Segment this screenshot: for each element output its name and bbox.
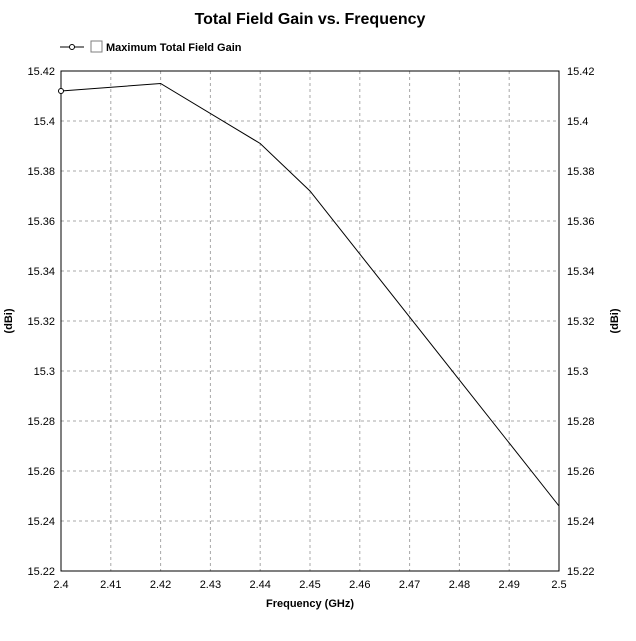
grid [61, 71, 559, 571]
plot-frame [60, 70, 560, 572]
chart-title: Total Field Gain vs. Frequency [195, 11, 426, 28]
x-tick-label: 2.42 [150, 579, 171, 591]
y-tick-label-right: 15.36 [567, 216, 595, 228]
y-tick-label-left: 15.38 [27, 166, 55, 178]
legend-checkbox[interactable] [90, 40, 103, 53]
x-tick-label: 2.41 [100, 579, 121, 591]
y-tick-label-left: 15.3 [34, 366, 55, 378]
series-layer [58, 82, 560, 507]
y-tick-label-right: 15.38 [567, 166, 595, 178]
y-tick-label-left: 15.36 [27, 216, 55, 228]
y-tick-label-right: 15.24 [567, 516, 595, 528]
x-axis-label: Frequency (GHz) [266, 598, 354, 610]
y-tick-label-right: 15.34 [567, 266, 595, 278]
x-tick-label: 2.43 [200, 579, 221, 591]
y-tick-label-right: 15.3 [567, 366, 588, 378]
legend-point-marker [69, 44, 75, 50]
x-tick-label: 2.45 [299, 579, 320, 591]
y-tick-label-right: 15.32 [567, 316, 595, 328]
y-axis-label-right: (dBi) [609, 308, 621, 333]
x-tick-label: 2.44 [249, 579, 270, 591]
legend: Maximum Total Field Gain [60, 40, 242, 54]
y-tick-label-left: 15.22 [27, 566, 55, 578]
y-tick-label-left: 15.42 [27, 66, 55, 78]
x-tick-label: 2.46 [349, 579, 370, 591]
y-tick-label-right: 15.26 [567, 466, 595, 478]
x-tick-label: 2.5 [551, 579, 566, 591]
x-tick-label: 2.47 [399, 579, 420, 591]
legend-entry-label: Maximum Total Field Gain [106, 42, 242, 54]
x-tick-label: 2.48 [449, 579, 470, 591]
tick-labels: 2.4 2.41 2.42 2.43 2.44 2.45 2.46 2.47 2.48 2.49 2… [27, 66, 594, 591]
series-line-0 [60, 82, 560, 507]
y-tick-label-right: 15.4 [567, 116, 588, 128]
series-point-marker [58, 88, 64, 94]
y-tick-label-left: 15.26 [27, 466, 55, 478]
y-tick-label-right: 15.28 [567, 416, 595, 428]
x-tick-label: 2.49 [498, 579, 519, 591]
y-axis-label-left: (dBi) [3, 308, 15, 333]
y-tick-label-left: 15.28 [27, 416, 55, 428]
y-tick-label-right: 15.22 [567, 566, 595, 578]
y-tick-label-left: 15.32 [27, 316, 55, 328]
x-tick-label: 2.4 [53, 579, 68, 591]
y-tick-label-left: 15.24 [27, 516, 55, 528]
y-tick-label-right: 15.42 [567, 66, 595, 78]
y-tick-label-left: 15.34 [27, 266, 55, 278]
y-tick-label-left: 15.4 [34, 116, 55, 128]
